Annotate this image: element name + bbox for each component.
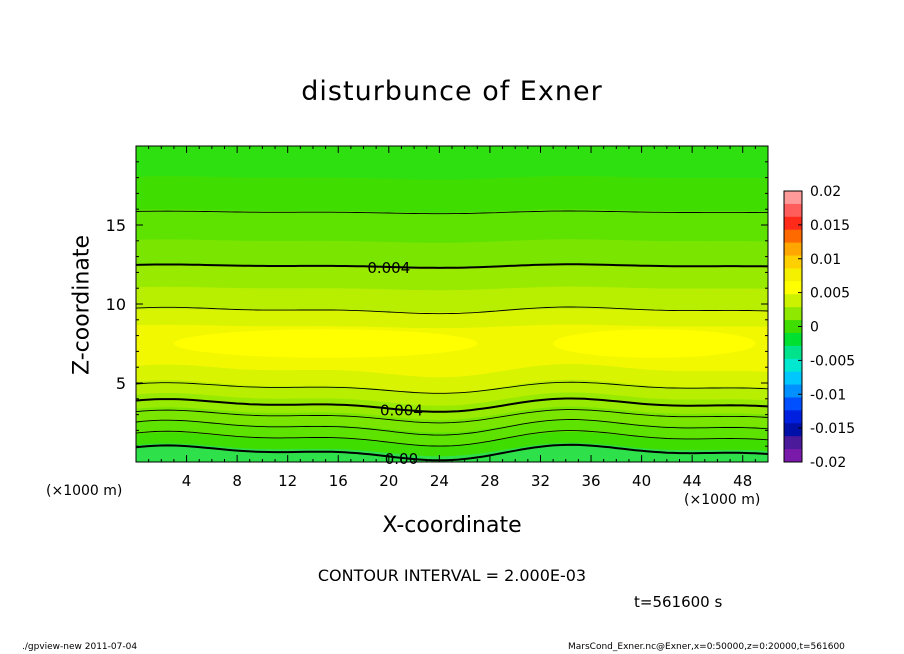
colorbar: 0.02 0.015 0.01 0.005 0 -0.005 -0.01 -0.015 -0.0… — [783, 184, 855, 471]
colorbar-label-2: 0.01 — [810, 252, 841, 268]
colorbar-swatch-18 — [784, 423, 802, 437]
colorbar-swatch-6 — [784, 268, 802, 282]
x-tick-label-40: 40 — [632, 472, 651, 490]
y-axis-label: Z-coordinate — [69, 235, 95, 375]
y-tick-label-15: 15 — [106, 216, 126, 235]
contour-line-3 — [136, 409, 768, 424]
contour-labels: 0.00 0.004 0.004 — [367, 259, 423, 468]
fill-band-11 — [136, 238, 768, 269]
colorbar-swatch-3 — [784, 229, 802, 244]
x-axis-unit-right: (×1000 m) — [684, 492, 761, 508]
fill-band-9 — [136, 286, 768, 313]
contour-lines — [136, 210, 768, 462]
colorbar-label-4: 0 — [810, 320, 819, 336]
colorbar-swatch-10 — [784, 320, 802, 334]
x-tick-label-32: 32 — [531, 472, 550, 490]
colorbar-swatch-15 — [784, 384, 802, 398]
colorbar-swatch-1 — [784, 203, 802, 218]
x-tick-label-20: 20 — [379, 472, 398, 490]
contour-line-4 — [136, 397, 768, 413]
colorbar-swatch-5 — [784, 255, 802, 269]
colorbar-swatch-17 — [784, 410, 802, 424]
fill-band-14 — [136, 146, 768, 180]
yellow-core-1 — [553, 329, 756, 358]
contour-label-0: 0.00 — [385, 450, 418, 468]
x-tick-label-28: 28 — [480, 472, 499, 490]
x-tick-label-8: 8 — [232, 472, 242, 490]
x-tick-label-16: 16 — [329, 472, 348, 490]
y-tick-label-10: 10 — [106, 295, 126, 314]
colorbar-swatch-19 — [784, 436, 802, 450]
contour-line-1 — [136, 430, 768, 447]
footer-right: MarsCond_Exner.nc@Exner,x=0:50000,z=0:20… — [568, 642, 845, 652]
colorbar-swatch-8 — [784, 294, 802, 308]
colorbar-swatch-14 — [784, 371, 802, 386]
x-tick-label-48: 48 — [733, 472, 752, 490]
contour-label-4: 0.004 — [380, 402, 423, 420]
colorbar-label-8: -0.02 — [810, 455, 846, 471]
contour-label-7: 0.004 — [367, 259, 410, 277]
colorbar-label-1: 0.015 — [810, 218, 850, 234]
colorbar-swatch-7 — [784, 281, 802, 295]
colorbar-swatch-16 — [784, 397, 802, 411]
x-tick-label-44: 44 — [683, 472, 702, 490]
y-tick-label-5: 5 — [116, 374, 126, 393]
colorbar-label-5: -0.005 — [810, 353, 855, 369]
contour-fills — [136, 146, 768, 462]
x-tick-label-12: 12 — [278, 472, 297, 490]
fill-band-13 — [136, 175, 768, 213]
contour-line-5 — [136, 381, 768, 394]
colorbar-label-6: -0.01 — [810, 387, 846, 403]
contour-line-8 — [136, 210, 768, 215]
chart-title: disturbunce of Exner — [301, 76, 603, 107]
x-axis-unit-left: (×1000 m) — [46, 483, 123, 499]
colorbar-swatch-13 — [784, 358, 802, 373]
colorbar-swatch-0 — [784, 191, 802, 205]
contour-line-6 — [136, 306, 768, 315]
x-tick-label-4: 4 — [182, 472, 192, 490]
colorbar-swatch-11 — [784, 332, 802, 347]
colorbar-swatch-4 — [784, 242, 802, 257]
x-tick-label-36: 36 — [581, 472, 600, 490]
time-label: t=561600 s — [634, 593, 723, 611]
x-tick-label-24: 24 — [430, 472, 449, 490]
colorbar-label-3: 0.005 — [810, 286, 850, 302]
footer-left: ./gpview-new 2011-07-04 — [22, 642, 138, 652]
colorbar-swatch-20 — [784, 449, 802, 463]
colorbar-label-7: -0.015 — [810, 421, 855, 437]
contour-interval-text: CONTOUR INTERVAL = 2.000E-03 — [317, 566, 587, 585]
yellow-core-0 — [173, 329, 478, 358]
colorbar-label-0: 0.02 — [810, 184, 841, 200]
x-axis-label: X-coordinate — [382, 513, 522, 538]
contour-line-7 — [136, 263, 768, 269]
contour-line-2 — [136, 419, 768, 436]
colorbar-swatch-2 — [784, 216, 802, 231]
colorbar-swatch-12 — [784, 345, 802, 360]
colorbar-swatch-9 — [784, 307, 802, 321]
